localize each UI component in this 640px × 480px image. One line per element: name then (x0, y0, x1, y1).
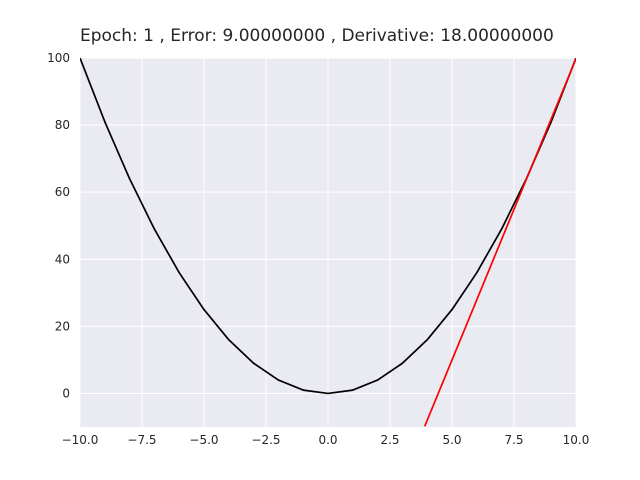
y-tick-label: 40 (55, 252, 70, 266)
y-tick-label: 100 (47, 51, 70, 65)
y-tick-label: 20 (55, 319, 70, 333)
x-tick-label: 10.0 (563, 433, 590, 447)
x-tick-label: 0.0 (318, 433, 337, 447)
x-tick-label: −7.5 (127, 433, 156, 447)
plot-area (79, 57, 577, 427)
curve-series-line (80, 58, 576, 395)
x-axis-ticks: −10.0 −7.5 −5.0 −2.5 0.0 2.5 5.0 7.5 10.0 (62, 433, 590, 447)
x-tick-label: −5.0 (189, 433, 218, 447)
y-tick-label: 60 (55, 185, 70, 199)
x-tick-label: 2.5 (380, 433, 399, 447)
y-axis-ticks: 0 20 40 60 80 100 (47, 51, 70, 400)
y-tick-label: 0 (62, 386, 70, 400)
x-tick-label: −2.5 (251, 433, 280, 447)
y-tick-label: 80 (55, 118, 70, 132)
x-tick-label: 5.0 (442, 433, 461, 447)
tangent-series-line (423, 58, 576, 427)
chart-title: Epoch: 1 , Error: 9.00000000 , Derivativ… (80, 26, 554, 46)
x-tick-label: −10.0 (62, 433, 99, 447)
x-tick-label: 7.5 (504, 433, 523, 447)
